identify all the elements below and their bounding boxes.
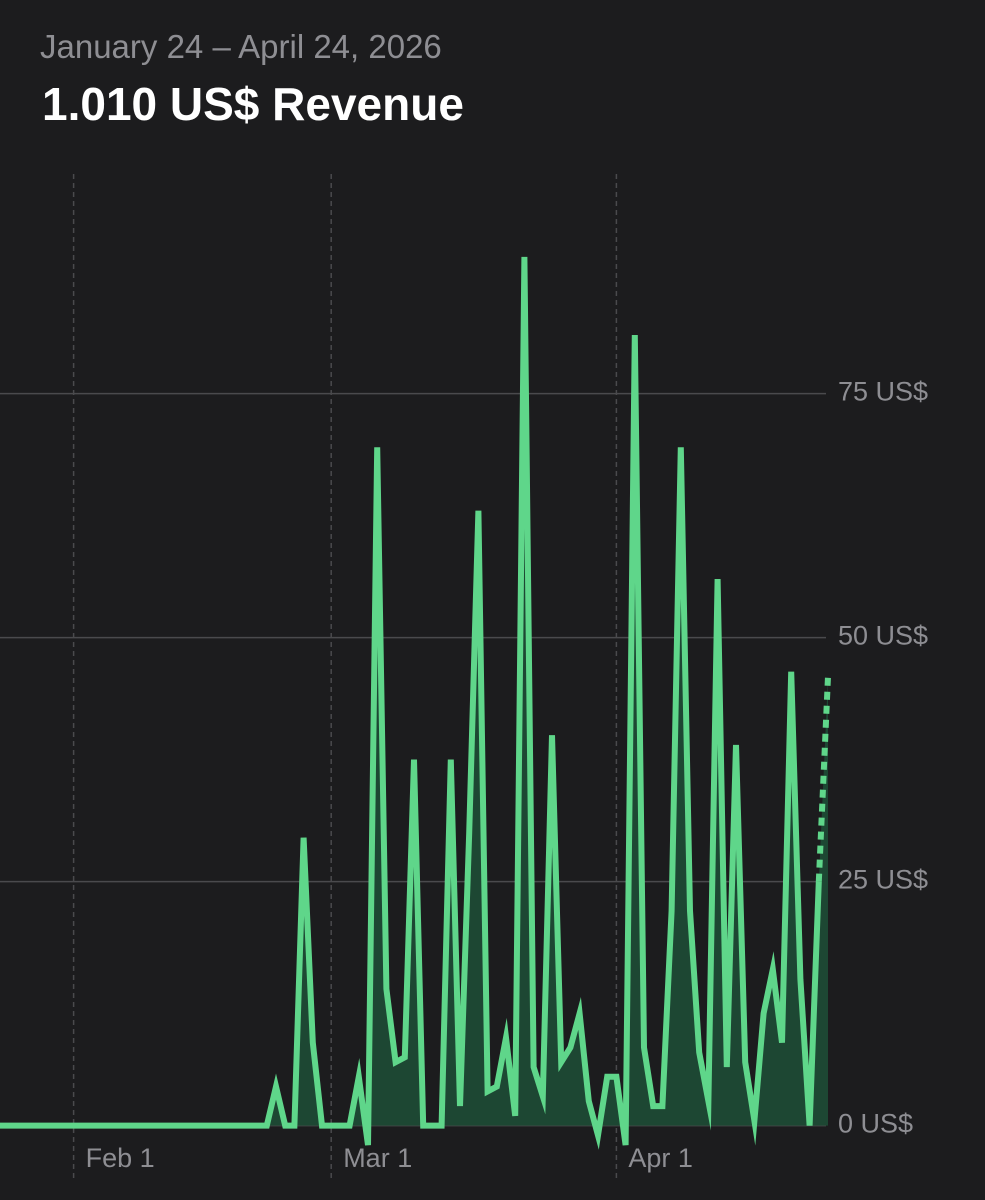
y-tick-label: 50 US$ xyxy=(838,621,928,651)
y-tick-label: 25 US$ xyxy=(838,865,928,895)
y-tick-label: 0 US$ xyxy=(838,1109,913,1139)
chart-title: 1.010 US$ Revenue xyxy=(42,78,464,130)
chart-subtitle: January 24 – April 24, 2026 xyxy=(40,28,442,65)
line-projected xyxy=(815,676,831,882)
line xyxy=(0,256,822,1150)
x-tick-label: Mar 1 xyxy=(343,1143,412,1173)
y-tick-label: 75 US$ xyxy=(838,377,928,407)
x-tick-label: Feb 1 xyxy=(86,1143,155,1173)
area-fill xyxy=(0,256,828,1146)
x-tick-label: Apr 1 xyxy=(628,1143,693,1173)
